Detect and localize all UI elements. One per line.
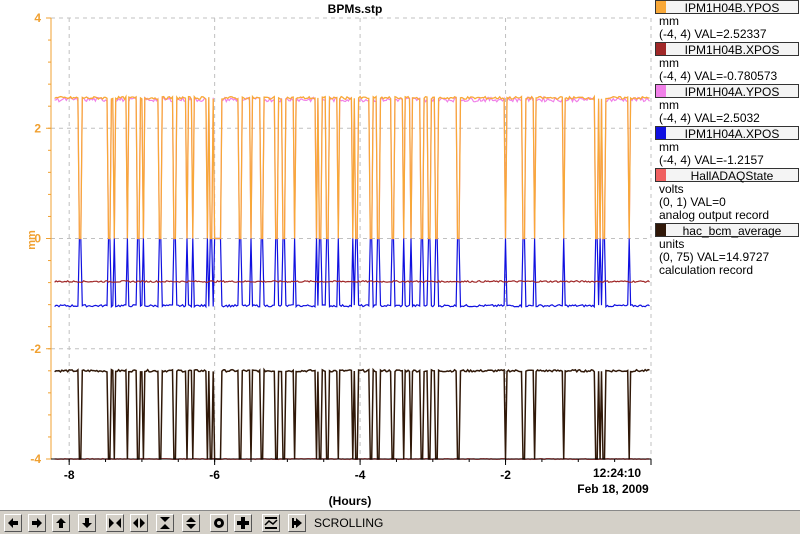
plus-button[interactable] [234, 514, 252, 532]
legend-series-label: IPM1H04A.XPOS [684, 127, 780, 141]
legend-series-name[interactable]: IPM1H04A.XPOS [655, 126, 799, 141]
record-button[interactable] [210, 514, 228, 532]
x-tick-label: -2 [500, 468, 511, 482]
y-tick-label: 4 [34, 11, 41, 25]
legend-color-swatch [656, 127, 666, 139]
legend-detail-line: (-4, 4) VAL=-0.780573 [659, 69, 778, 83]
legend: IPM1H04B.YPOS mm (-4, 4) VAL=2.52337 IPM1H0… [655, 0, 800, 278]
series-IPM1H04A.XPOS [54, 237, 650, 309]
legend-detail-line: mm [659, 14, 679, 28]
legend-entry[interactable]: IPM1H04A.XPOS mm (-4, 4) VAL=-1.2157 [655, 126, 800, 167]
legend-color-swatch [656, 43, 666, 55]
record-icon [214, 518, 224, 528]
series-IPM1H04B.XPOS [54, 279, 650, 284]
zoom-out-y-icon [186, 517, 196, 529]
axes: 4 2 0 -2 -4 -8 -6 -4 -2 [30, 11, 652, 482]
legend-entry[interactable]: hac_bcm_average units (0, 75) VAL=14.9727 c… [655, 223, 800, 277]
status-label: SCROLLING [314, 516, 384, 530]
legend-entry[interactable]: IPM1H04B.XPOS mm (-4, 4) VAL=-0.780573 [655, 42, 800, 83]
zoom-in-x-icon [109, 518, 121, 528]
legend-series-name[interactable]: hac_bcm_average [655, 223, 799, 238]
series-IPM1H04B.YPOS [54, 94, 650, 240]
jump-to-end-button[interactable] [288, 514, 306, 532]
y-tick-label: 2 [34, 121, 41, 135]
legend-entry[interactable]: IPM1H04B.YPOS mm (-4, 4) VAL=2.52337 [655, 0, 800, 41]
grid-lines [51, 17, 652, 460]
legend-detail-line: calculation record [659, 263, 754, 277]
current-time-label: 12:24:10 [593, 466, 641, 480]
y-tick-label: 0 [34, 232, 41, 246]
y-tick-label: -4 [30, 452, 41, 466]
legend-detail-line: mm [659, 56, 679, 70]
jump-to-end-icon [292, 518, 302, 528]
legend-color-swatch [656, 224, 666, 236]
legend-color-swatch [656, 169, 666, 181]
up-arrow-button[interactable] [52, 514, 70, 532]
legend-series-name[interactable]: HallADAQState [655, 168, 799, 183]
legend-series-label: hac_bcm_average [682, 224, 782, 238]
legend-detail-line: (0, 1) VAL=0 [659, 195, 726, 209]
series-hac_bcm_average [54, 367, 650, 460]
x-axis-label: (Hours) [329, 494, 372, 508]
zoom-in-y-icon [160, 517, 170, 529]
legend-series-label: HallADAQState [690, 169, 774, 183]
legend-detail-line: analog output record [659, 208, 770, 222]
legend-series-label: IPM1H04A.YPOS [684, 85, 780, 99]
right-arrow-icon [32, 518, 42, 528]
legend-detail-line: mm [659, 140, 679, 154]
legend-series-name[interactable]: IPM1H04B.XPOS [655, 42, 799, 57]
right-arrow-button[interactable] [28, 514, 46, 532]
legend-detail-line: (0, 75) VAL=14.9727 [659, 250, 770, 264]
chart-title: BPMs.stp [328, 2, 383, 16]
legend-detail-line: (-4, 4) VAL=2.5032 [659, 111, 760, 125]
zoom-out-x-icon [133, 518, 145, 528]
up-arrow-icon [56, 518, 66, 528]
x-tick-label: -6 [209, 468, 220, 482]
legend-entry[interactable]: IPM1H04A.YPOS mm (-4, 4) VAL=2.5032 [655, 84, 800, 125]
y-axis-unit-label: mm [26, 230, 38, 250]
zoom-out-x-button[interactable] [130, 514, 148, 532]
zoom-out-y-button[interactable] [182, 514, 200, 532]
current-date-label: Feb 18, 2009 [577, 482, 649, 496]
legend-detail-line: volts [659, 182, 684, 196]
autoscale-icon [264, 517, 278, 529]
legend-detail-line: units [659, 237, 685, 251]
legend-series-label: IPM1H04B.YPOS [684, 1, 780, 15]
y-tick-label: -2 [30, 342, 41, 356]
x-tick-label: -4 [355, 468, 366, 482]
legend-detail-line: (-4, 4) VAL=-1.2157 [659, 153, 764, 167]
autoscale-button[interactable] [262, 514, 280, 532]
strip-chart-plot[interactable]: 4 2 0 -2 -4 -8 -6 -4 -2 BPMs.stp mm (Hours) 12:2… [0, 0, 800, 510]
legend-series-name[interactable]: IPM1H04A.YPOS [655, 84, 799, 99]
down-arrow-icon [82, 518, 92, 528]
series-layer [54, 94, 650, 461]
zoom-in-x-button[interactable] [106, 514, 124, 532]
x-tick-label: -8 [64, 468, 75, 482]
legend-color-swatch [656, 85, 666, 97]
down-arrow-button[interactable] [78, 514, 96, 532]
plus-icon [237, 517, 249, 529]
legend-detail-line: (-4, 4) VAL=2.52337 [659, 27, 767, 41]
legend-series-label: IPM1H04B.XPOS [684, 43, 780, 57]
left-arrow-button[interactable] [4, 514, 22, 532]
legend-color-swatch [656, 1, 666, 13]
legend-entry[interactable]: HallADAQState volts (0, 1) VAL=0 analog out… [655, 168, 800, 222]
legend-series-name[interactable]: IPM1H04B.YPOS [655, 0, 799, 15]
zoom-in-y-button[interactable] [156, 514, 174, 532]
legend-detail-line: mm [659, 98, 679, 112]
toolbar: SCROLLING [0, 510, 800, 534]
left-arrow-icon [8, 518, 18, 528]
